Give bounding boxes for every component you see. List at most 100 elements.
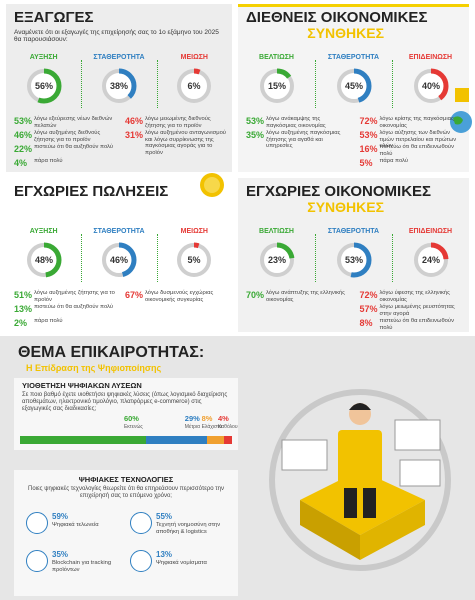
segment-value: 4% bbox=[218, 414, 229, 423]
donut-label: ΣΤΑΘΕΡΟΤΗΤΑ bbox=[327, 54, 380, 61]
section-title: ΕΓΧΩΡΙΕΣ ΟΙΚΟΝΟΜΙΚΕΣ bbox=[246, 183, 432, 200]
donut-label: ΒΕΛΤΙΩΣΗ bbox=[259, 228, 294, 235]
reason-text: λόγω μειωμένης διεθνούς ζήτησης για το π… bbox=[145, 116, 211, 129]
donut-value: 5% bbox=[188, 255, 201, 265]
reason-value: 46% bbox=[14, 130, 33, 140]
donut-label: ΑΥΞΗΣΗ bbox=[29, 228, 58, 235]
reason-value: 4% bbox=[14, 158, 28, 168]
bar-segment bbox=[20, 436, 146, 444]
tech-text: Blockchain για tracking προϊόντων bbox=[52, 560, 112, 573]
donut-arc bbox=[101, 242, 137, 278]
reason-value: 72% bbox=[359, 116, 378, 126]
tech-text: Τεχνητή νοημοσύνη στην αποθήκη & logisti… bbox=[156, 522, 221, 535]
reason-text: πάρα πολύ bbox=[34, 318, 63, 324]
reason-text: λόγω αυξημένης ζήτησης για το προϊόν bbox=[34, 290, 115, 303]
donut: 53% bbox=[336, 242, 371, 278]
donut-value: 23% bbox=[267, 255, 285, 265]
reason-value: 22% bbox=[14, 144, 33, 154]
reason-text: λόγω δυσμενούς εγχώριας οικονομικής συγκ… bbox=[145, 290, 214, 303]
section-title: ΔΙΕΘΝΕΙΣ ΟΙΚΟΝΟΜΙΚΕΣ bbox=[246, 9, 428, 26]
segment-value: 60% bbox=[123, 414, 139, 423]
tech-value: 35% bbox=[52, 550, 69, 559]
bar-segment bbox=[206, 436, 224, 444]
donut-arc bbox=[101, 68, 137, 104]
donut-value: 48% bbox=[35, 255, 53, 265]
donut-value: 24% bbox=[421, 255, 439, 265]
donut-label: ΒΕΛΤΙΩΣΗ bbox=[259, 54, 294, 61]
reason-text: λόγω αυξημένης διεθνούς ζήτησης για το π… bbox=[34, 130, 101, 143]
reason-value: 31% bbox=[125, 130, 144, 140]
tech-title: ΨΗΦΙΑΚΕΣ ΤΕΧΝΟΛΟΓΙΕΣ bbox=[78, 475, 174, 484]
tech-text: Ψηφιακά νομίσματα bbox=[156, 560, 207, 566]
reason-text: πάρα πολύ bbox=[34, 158, 63, 164]
reason-value: 67% bbox=[125, 290, 144, 300]
reason-value: 8% bbox=[359, 318, 373, 328]
tech-text: Ψηφιακά τελωνεία bbox=[52, 522, 99, 528]
donut-label: ΜΕΙΩΣΗ bbox=[180, 228, 208, 235]
reason-text: λόγω ανάπτυξης της ελληνικής οικονομίας bbox=[266, 290, 345, 303]
donut: 45% bbox=[336, 68, 371, 104]
reason-value: 13% bbox=[14, 304, 33, 314]
reason-text: πάρα πολύ bbox=[379, 158, 409, 164]
adoption-question: Σε ποιο βαθμό έχετε υιοθετήσει ψηφιακές … bbox=[22, 392, 228, 412]
donut-value: 56% bbox=[35, 81, 53, 91]
reason-text: λόγω αυξημένης παγκόσμιας ζήτησης για αγ… bbox=[266, 130, 341, 150]
section-title: ΕΓΧΩΡΙΕΣ ΠΩΛΗΣΕΙΣ bbox=[14, 183, 169, 200]
donut-arc bbox=[336, 68, 371, 104]
donut-arc bbox=[26, 242, 62, 278]
topic-title: ΘΕΜΑ ΕΠΙΚΑΙΡΟΤΗΤΑΣ: bbox=[18, 344, 205, 361]
donut-label: ΕΠΙΔΕΙΝΩΣΗ bbox=[408, 54, 453, 61]
donut-value: 40% bbox=[421, 81, 439, 91]
segment-value: 8% bbox=[201, 414, 213, 423]
donut-arc bbox=[176, 68, 212, 104]
donut: 40% bbox=[413, 68, 448, 104]
donut-arc bbox=[336, 242, 371, 278]
divider bbox=[156, 234, 158, 282]
reason-text: πιστεύω ότι θα επιδεινωθούν πολύ bbox=[379, 318, 454, 331]
donut-value: 6% bbox=[188, 81, 201, 91]
reason-value: 46% bbox=[125, 116, 144, 126]
reason-value: 5% bbox=[359, 158, 373, 168]
donut-value: 45% bbox=[344, 81, 362, 91]
donut-label: ΣΤΑΘΕΡΟΤΗΤΑ bbox=[93, 54, 145, 61]
tech-icon bbox=[26, 512, 48, 534]
donut-arc bbox=[413, 68, 448, 104]
reason-text: λόγω κρίσης της παγκόσμιας οικονομίας bbox=[379, 116, 454, 129]
reason-text: πιστεύω ότι θα αυξηθούν πολύ bbox=[34, 304, 113, 310]
tech-icon bbox=[130, 512, 152, 534]
section-title-2: ΣΥΝΘΗΚΕΣ bbox=[307, 199, 384, 215]
reason-value: 53% bbox=[246, 116, 265, 126]
reason-text: λόγω ανάκαμψης της παγκόσμιας οικονομίας bbox=[266, 116, 326, 129]
divider bbox=[315, 60, 316, 108]
donut-value: 38% bbox=[110, 81, 128, 91]
segment-name: Μέτρια bbox=[184, 424, 201, 430]
tech-icon bbox=[130, 550, 152, 572]
reason-text: λόγω αυξημένου ανταγωνισμού και λόγω συρ… bbox=[145, 130, 226, 156]
divider bbox=[392, 60, 393, 108]
tech-question: Ποιες ψηφιακές τεχνολογίες θεωρείτε ότι … bbox=[27, 486, 224, 499]
section-title-2: ΣΥΝΘΗΚΕΣ bbox=[307, 25, 384, 41]
reason-value: 35% bbox=[246, 130, 265, 140]
donut-label: ΣΤΑΘΕΡΟΤΗΤΑ bbox=[327, 228, 380, 235]
reason-value: 16% bbox=[359, 144, 378, 154]
donut-arc bbox=[259, 242, 294, 278]
divider bbox=[315, 234, 316, 282]
reason-value: 70% bbox=[246, 290, 265, 300]
reason-value: 53% bbox=[14, 116, 33, 126]
donut: 15% bbox=[259, 68, 294, 104]
adoption-title: ΥΙΟΘΕΤΗΣΗ ΨΗΦΙΑΚΩΝ ΛΥΣΕΩΝ bbox=[22, 381, 142, 390]
donut-value: 53% bbox=[344, 255, 362, 265]
tech-value: 13% bbox=[156, 550, 173, 559]
segment-name: Ελάχιστα bbox=[201, 424, 222, 430]
reason-text: πιστεύω ότι θα επιδεινωθούν πολύ bbox=[379, 144, 454, 157]
bar-segment bbox=[223, 436, 232, 444]
reason-text: λόγω μειωμένης ρευστότητας στην αγορά bbox=[379, 304, 455, 317]
reason-text: λόγω εξεύρεσης νέων διεθνών πελατών bbox=[34, 116, 113, 129]
donut-arc bbox=[26, 68, 62, 104]
donut: 6% bbox=[176, 68, 212, 104]
donut: 56% bbox=[26, 68, 62, 104]
donut: 46% bbox=[101, 242, 137, 278]
tech-icon bbox=[26, 550, 48, 572]
donut: 48% bbox=[26, 242, 62, 278]
